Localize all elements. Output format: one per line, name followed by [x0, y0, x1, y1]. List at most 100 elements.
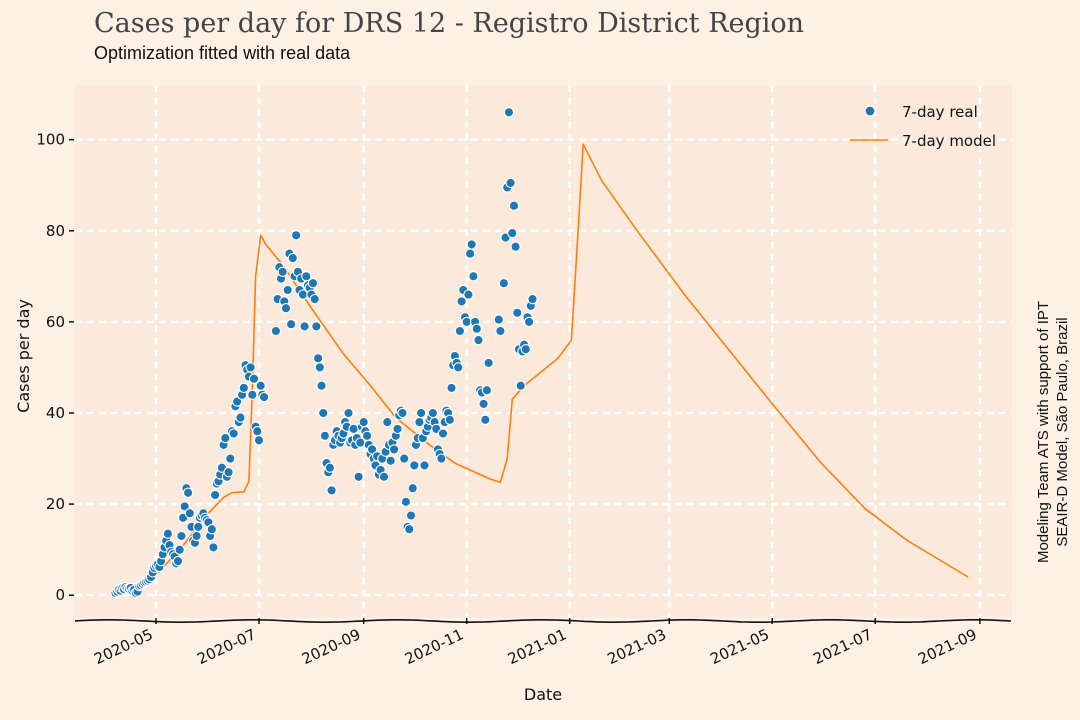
data-point-real-93	[277, 266, 288, 277]
data-point-real-192	[444, 414, 455, 425]
x-tick-label-4: 2021-01	[505, 625, 569, 668]
data-point-real-166	[400, 496, 412, 507]
data-point-real-44	[184, 508, 195, 519]
data-point-real-114	[312, 353, 324, 364]
data-point-real-38	[174, 544, 185, 555]
data-point-real-86	[255, 380, 266, 391]
data-point-real-57	[206, 524, 217, 535]
data-point-real-122	[326, 485, 337, 496]
data-point-real-214	[481, 385, 493, 396]
data-point-real-165	[399, 453, 410, 464]
data-point-real-209	[473, 334, 484, 346]
data-point-real-164	[397, 407, 408, 419]
chart-title: Cases per day for DRS 12 - Registro Dist…	[94, 8, 804, 39]
x-tick-label-3: 2020-11	[402, 625, 466, 668]
data-point-real-39	[176, 530, 187, 542]
data-point-real-37	[172, 555, 184, 567]
y-tick-label-5: 100	[36, 131, 65, 149]
credit-line-2: SEAIR-D Model, São Paulo, Brazil	[1054, 317, 1071, 546]
y-tick-label-3: 60	[46, 313, 65, 331]
data-point-real-182	[427, 407, 439, 419]
data-point-real-48	[191, 530, 202, 542]
data-point-real-132	[343, 407, 354, 419]
x-axis-label: Date	[524, 685, 562, 704]
data-point-real-228	[515, 380, 526, 391]
x-axis-line	[74, 619, 1012, 623]
plot-area	[75, 85, 1012, 618]
data-point-real-226	[512, 307, 523, 318]
data-point-real-223	[507, 227, 518, 239]
data-point-real-118	[319, 430, 331, 441]
data-point-real-208	[471, 323, 482, 334]
y-tick-label-1: 20	[46, 495, 65, 513]
data-point-real-217	[495, 325, 506, 337]
data-point-real-177	[419, 460, 430, 471]
data-point-real-231	[520, 344, 531, 355]
data-point-real-213	[480, 414, 491, 425]
data-point-real-199	[456, 296, 467, 307]
credit-line-1: Modeling Team ATS with support of IPT	[1035, 301, 1052, 563]
data-point-real-113	[311, 321, 322, 332]
data-point-real-116	[316, 380, 327, 391]
data-point-real-153	[378, 471, 390, 482]
data-point-real-112	[309, 293, 320, 305]
data-point-real-117	[318, 407, 329, 419]
data-point-real-76	[238, 382, 249, 394]
data-point-real-67	[223, 467, 234, 478]
data-point-real-187	[436, 453, 447, 464]
data-point-real-168	[404, 524, 415, 535]
x-tick-label-1: 2020-07	[194, 625, 258, 668]
data-point-real-198	[454, 325, 466, 337]
data-point-real-89	[270, 325, 282, 337]
data-point-real-204	[464, 248, 476, 259]
data-point-real-202	[461, 316, 472, 328]
x-axis: 2020-05 2020-07 2020-09 2020-11 2021-01 2021-…	[91, 618, 981, 668]
data-point-real-218	[498, 278, 509, 289]
data-point-real-88	[258, 391, 270, 403]
data-point-real-68	[225, 453, 236, 464]
data-point-real-115	[314, 362, 325, 373]
data-point-real-74	[235, 412, 246, 423]
x-tick-label-0: 2020-05	[91, 625, 155, 668]
data-point-real-171	[409, 460, 420, 471]
x-tick-label-5: 2021-03	[605, 625, 669, 668]
series-points-7-day-real	[110, 107, 538, 599]
data-point-real-95	[280, 303, 292, 314]
data-point-real-70	[228, 428, 239, 439]
x-tick-label-8: 2021-09	[915, 625, 979, 668]
data-point-real-81	[247, 389, 258, 400]
y-axis-label: Cases per day	[14, 299, 33, 413]
data-point-real-43	[182, 487, 194, 498]
legend-label-real: 7-day real	[902, 103, 978, 121]
data-point-real-161	[392, 423, 403, 435]
data-point-real-159	[388, 444, 400, 455]
data-point-real-235	[527, 293, 538, 305]
x-tick-label-7: 2021-07	[811, 625, 875, 668]
data-point-real-65	[220, 432, 231, 444]
grid	[75, 85, 1012, 618]
data-point-real-157	[385, 455, 396, 466]
data-point-real-174	[414, 416, 425, 428]
data-point-real-203	[463, 289, 474, 300]
y-tick-label-2: 40	[46, 404, 65, 422]
data-point-real-193	[446, 382, 457, 394]
data-point-real-212	[478, 398, 489, 410]
data-point-real-197	[453, 362, 464, 373]
y-tick-label-0: 0	[55, 586, 65, 604]
data-point-real-205	[466, 239, 477, 250]
data-point-real-222	[505, 177, 516, 189]
data-point-real-96	[282, 284, 293, 296]
data-point-real-101	[291, 230, 302, 241]
data-point-real-49	[193, 521, 204, 533]
data-point-real-85	[253, 435, 265, 446]
x-tick-label-2: 2020-09	[299, 625, 363, 668]
data-point-real-84	[252, 426, 263, 437]
data-point-real-175	[415, 407, 427, 419]
y-tick-label-4: 80	[46, 222, 65, 240]
chart-subtitle: Optimization fitted with real data	[94, 43, 351, 63]
legend-marker-real	[864, 105, 876, 117]
data-point-real-221	[503, 107, 515, 118]
data-point-real-225	[510, 241, 521, 252]
data-point-real-111	[307, 278, 319, 289]
